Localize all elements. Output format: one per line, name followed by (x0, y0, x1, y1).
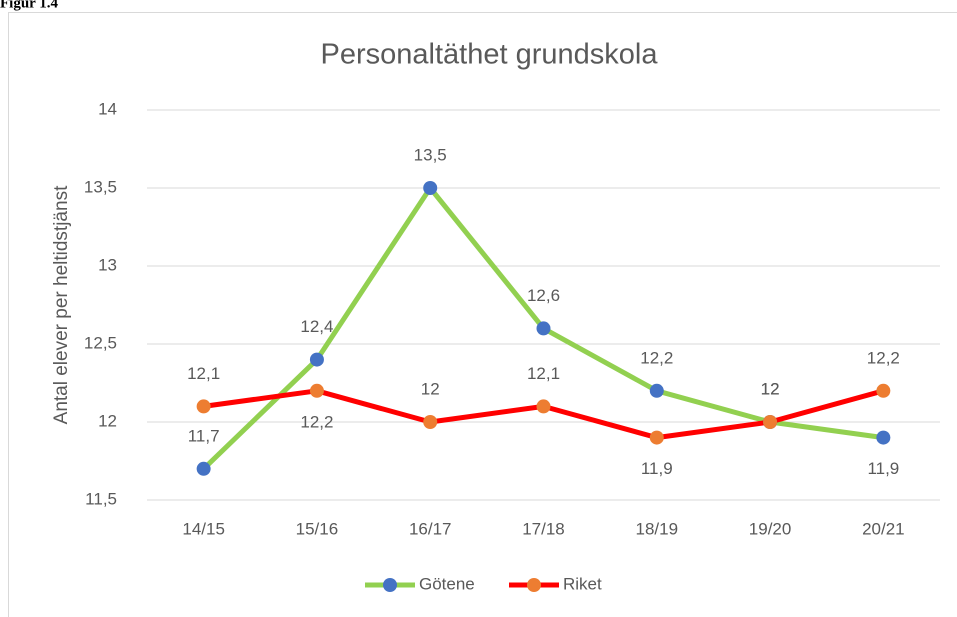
data-label: 11,7 (188, 426, 220, 445)
y-tick-label: 13,5 (84, 177, 117, 196)
figure-label: Figur 1.4 (0, 0, 59, 11)
data-point (763, 415, 778, 429)
data-point (423, 181, 438, 195)
data-point (536, 321, 551, 336)
legend-label: Götene (419, 574, 475, 593)
x-tick-label: 19/20 (749, 519, 792, 538)
data-label: 12,6 (527, 286, 560, 305)
data-label: 12,4 (300, 317, 333, 336)
chart-title: Personaltäthet grundskola (321, 39, 659, 71)
data-point (196, 399, 211, 414)
legend-marker (383, 578, 397, 592)
data-label: 11,9 (867, 459, 899, 478)
legend-marker (527, 578, 541, 592)
x-tick-label: 17/18 (522, 519, 565, 538)
data-point (423, 415, 438, 429)
y-tick-label: 12 (98, 411, 117, 430)
y-tick-label: 14 (98, 99, 117, 118)
y-tick-label: 11,5 (85, 489, 117, 508)
data-point (876, 383, 891, 398)
data-label: 12,2 (867, 348, 900, 367)
data-point (309, 352, 324, 367)
data-label: 12,2 (640, 348, 673, 367)
x-tick-label: 14/15 (182, 519, 225, 538)
x-tick-label: 16/17 (409, 519, 452, 538)
data-label: 12,1 (187, 364, 220, 383)
data-label: 12,1 (527, 364, 560, 383)
legend-label: Riket (563, 574, 602, 593)
y-tick-label: 13 (98, 255, 117, 274)
data-point (309, 383, 324, 398)
x-tick-label: 20/21 (862, 519, 905, 538)
x-tick-label: 18/19 (636, 519, 679, 538)
data-point (876, 430, 891, 445)
y-tick-label: 12,5 (84, 333, 117, 352)
data-point (649, 383, 664, 398)
x-tick-label: 15/16 (296, 519, 339, 538)
data-label: 12 (761, 379, 780, 398)
data-point (649, 430, 664, 445)
y-axis-label: Antal elever per heltidstjänst (51, 185, 72, 424)
data-label: 12 (421, 379, 440, 398)
data-label: 12 (761, 379, 780, 398)
data-point (196, 461, 211, 476)
data-label: 12,2 (300, 412, 333, 431)
data-point (536, 399, 551, 414)
chart-frame (8, 12, 957, 617)
data-label: 13,5 (414, 145, 447, 164)
data-label: 11,9 (641, 459, 673, 478)
